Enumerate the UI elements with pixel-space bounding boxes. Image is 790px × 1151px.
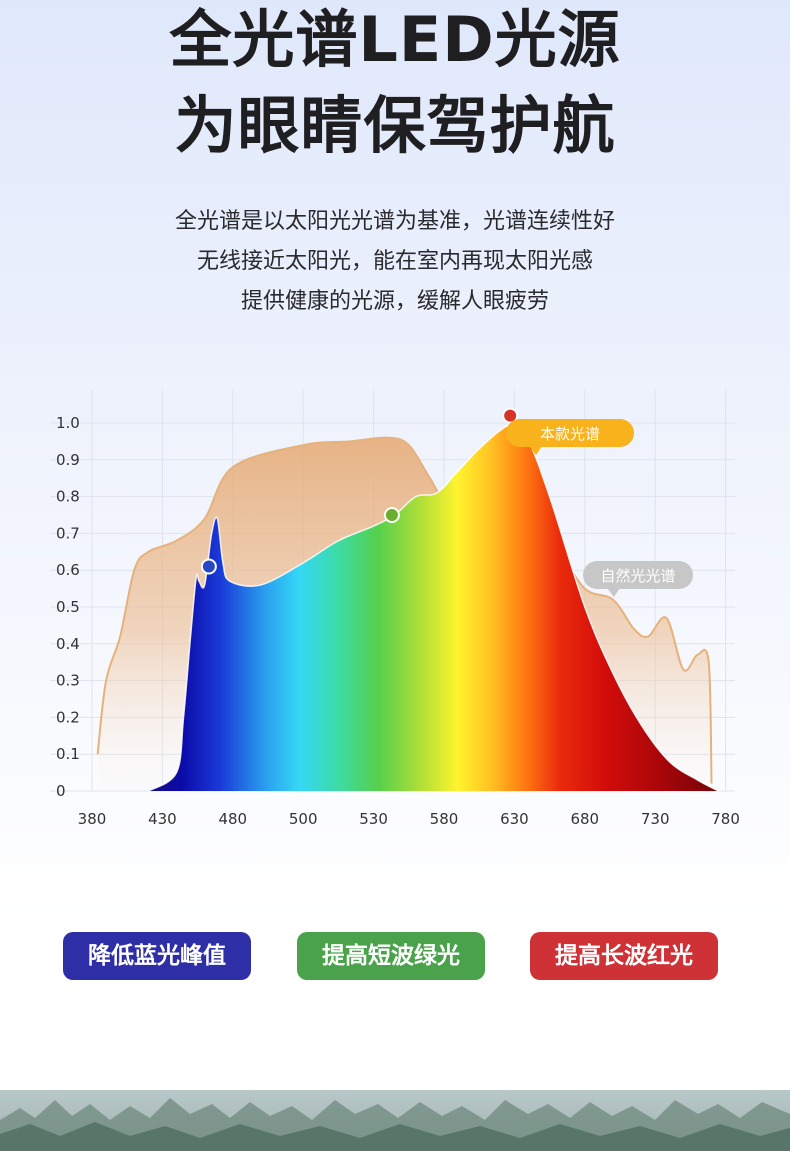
y-tick-label: 0.7 (56, 524, 80, 542)
description-line: 无线接近太阳光，能在室内再现太阳光感 (196, 249, 593, 274)
annotation-label: 本款光谱 (540, 425, 600, 443)
page-title-line1: 全光谱LED光源 (169, 3, 621, 76)
forest-image (0, 1090, 790, 1151)
x-tick-label: 530 (359, 810, 388, 828)
x-tick-label: 380 (78, 810, 107, 828)
spectrum-marker (200, 558, 217, 575)
y-tick-label: 0.2 (56, 708, 80, 726)
reduce-blue-peak-button[interactable]: 降低蓝光峰值 (63, 932, 251, 980)
annotation-bg (506, 419, 634, 447)
x-tick-label: 430 (148, 810, 177, 828)
x-axis: 380 430 480 500 530 580 630 680 730 780 (78, 810, 740, 828)
y-tick-label: 0.5 (56, 598, 80, 616)
x-tick-label: 480 (218, 810, 247, 828)
x-tick-label: 780 (711, 810, 740, 828)
chart-series (96, 425, 719, 792)
boost-green-button[interactable]: 提高短波绿光 (297, 932, 485, 980)
y-tick-label: 0.6 (56, 561, 80, 579)
x-tick-label: 730 (641, 810, 670, 828)
annotation-bg (583, 561, 693, 589)
annotation-tail (607, 588, 620, 597)
product-spectrum-area (148, 425, 719, 791)
x-tick-label: 680 (570, 810, 599, 828)
y-tick-label: 0.4 (56, 635, 80, 653)
annotation-bubble: 自然光光谱 (583, 561, 693, 597)
spectrum-marker (502, 407, 519, 424)
annotation-label: 自然光光谱 (600, 567, 675, 585)
x-tick-label: 500 (289, 810, 318, 828)
boost-red-button[interactable]: 提高长波红光 (530, 932, 718, 980)
y-axis: 0 0.1 0.2 0.3 0.4 0.5 0.6 0.7 0.8 0.9 1.0 (56, 414, 80, 800)
spectrum-marker (383, 507, 400, 523)
x-tick-label: 630 (500, 810, 529, 828)
annotation-tail (529, 446, 542, 455)
description-line: 全光谱是以太阳光光谱为基准，光谱连续性好 (174, 209, 615, 234)
page-title-line2: 为眼睛保驾护航 (174, 89, 616, 162)
x-tick-label: 580 (430, 810, 459, 828)
annotation-bubble: 本款光谱 (506, 419, 634, 455)
spectrum-chart: 0 0.1 0.2 0.3 0.4 0.5 0.6 0.7 0.8 0.9 1.0 380 430 48… (50, 390, 740, 828)
y-tick-label: 0.9 (56, 451, 80, 469)
y-tick-label: 0.3 (56, 672, 80, 690)
description-line: 提供健康的光源，缓解人眼疲劳 (240, 289, 549, 314)
chart-markers (200, 407, 519, 575)
y-tick-label: 0 (56, 782, 66, 800)
y-tick-label: 0.1 (56, 745, 80, 763)
y-tick-label: 0.8 (56, 488, 80, 506)
y-tick-label: 1.0 (56, 414, 80, 432)
